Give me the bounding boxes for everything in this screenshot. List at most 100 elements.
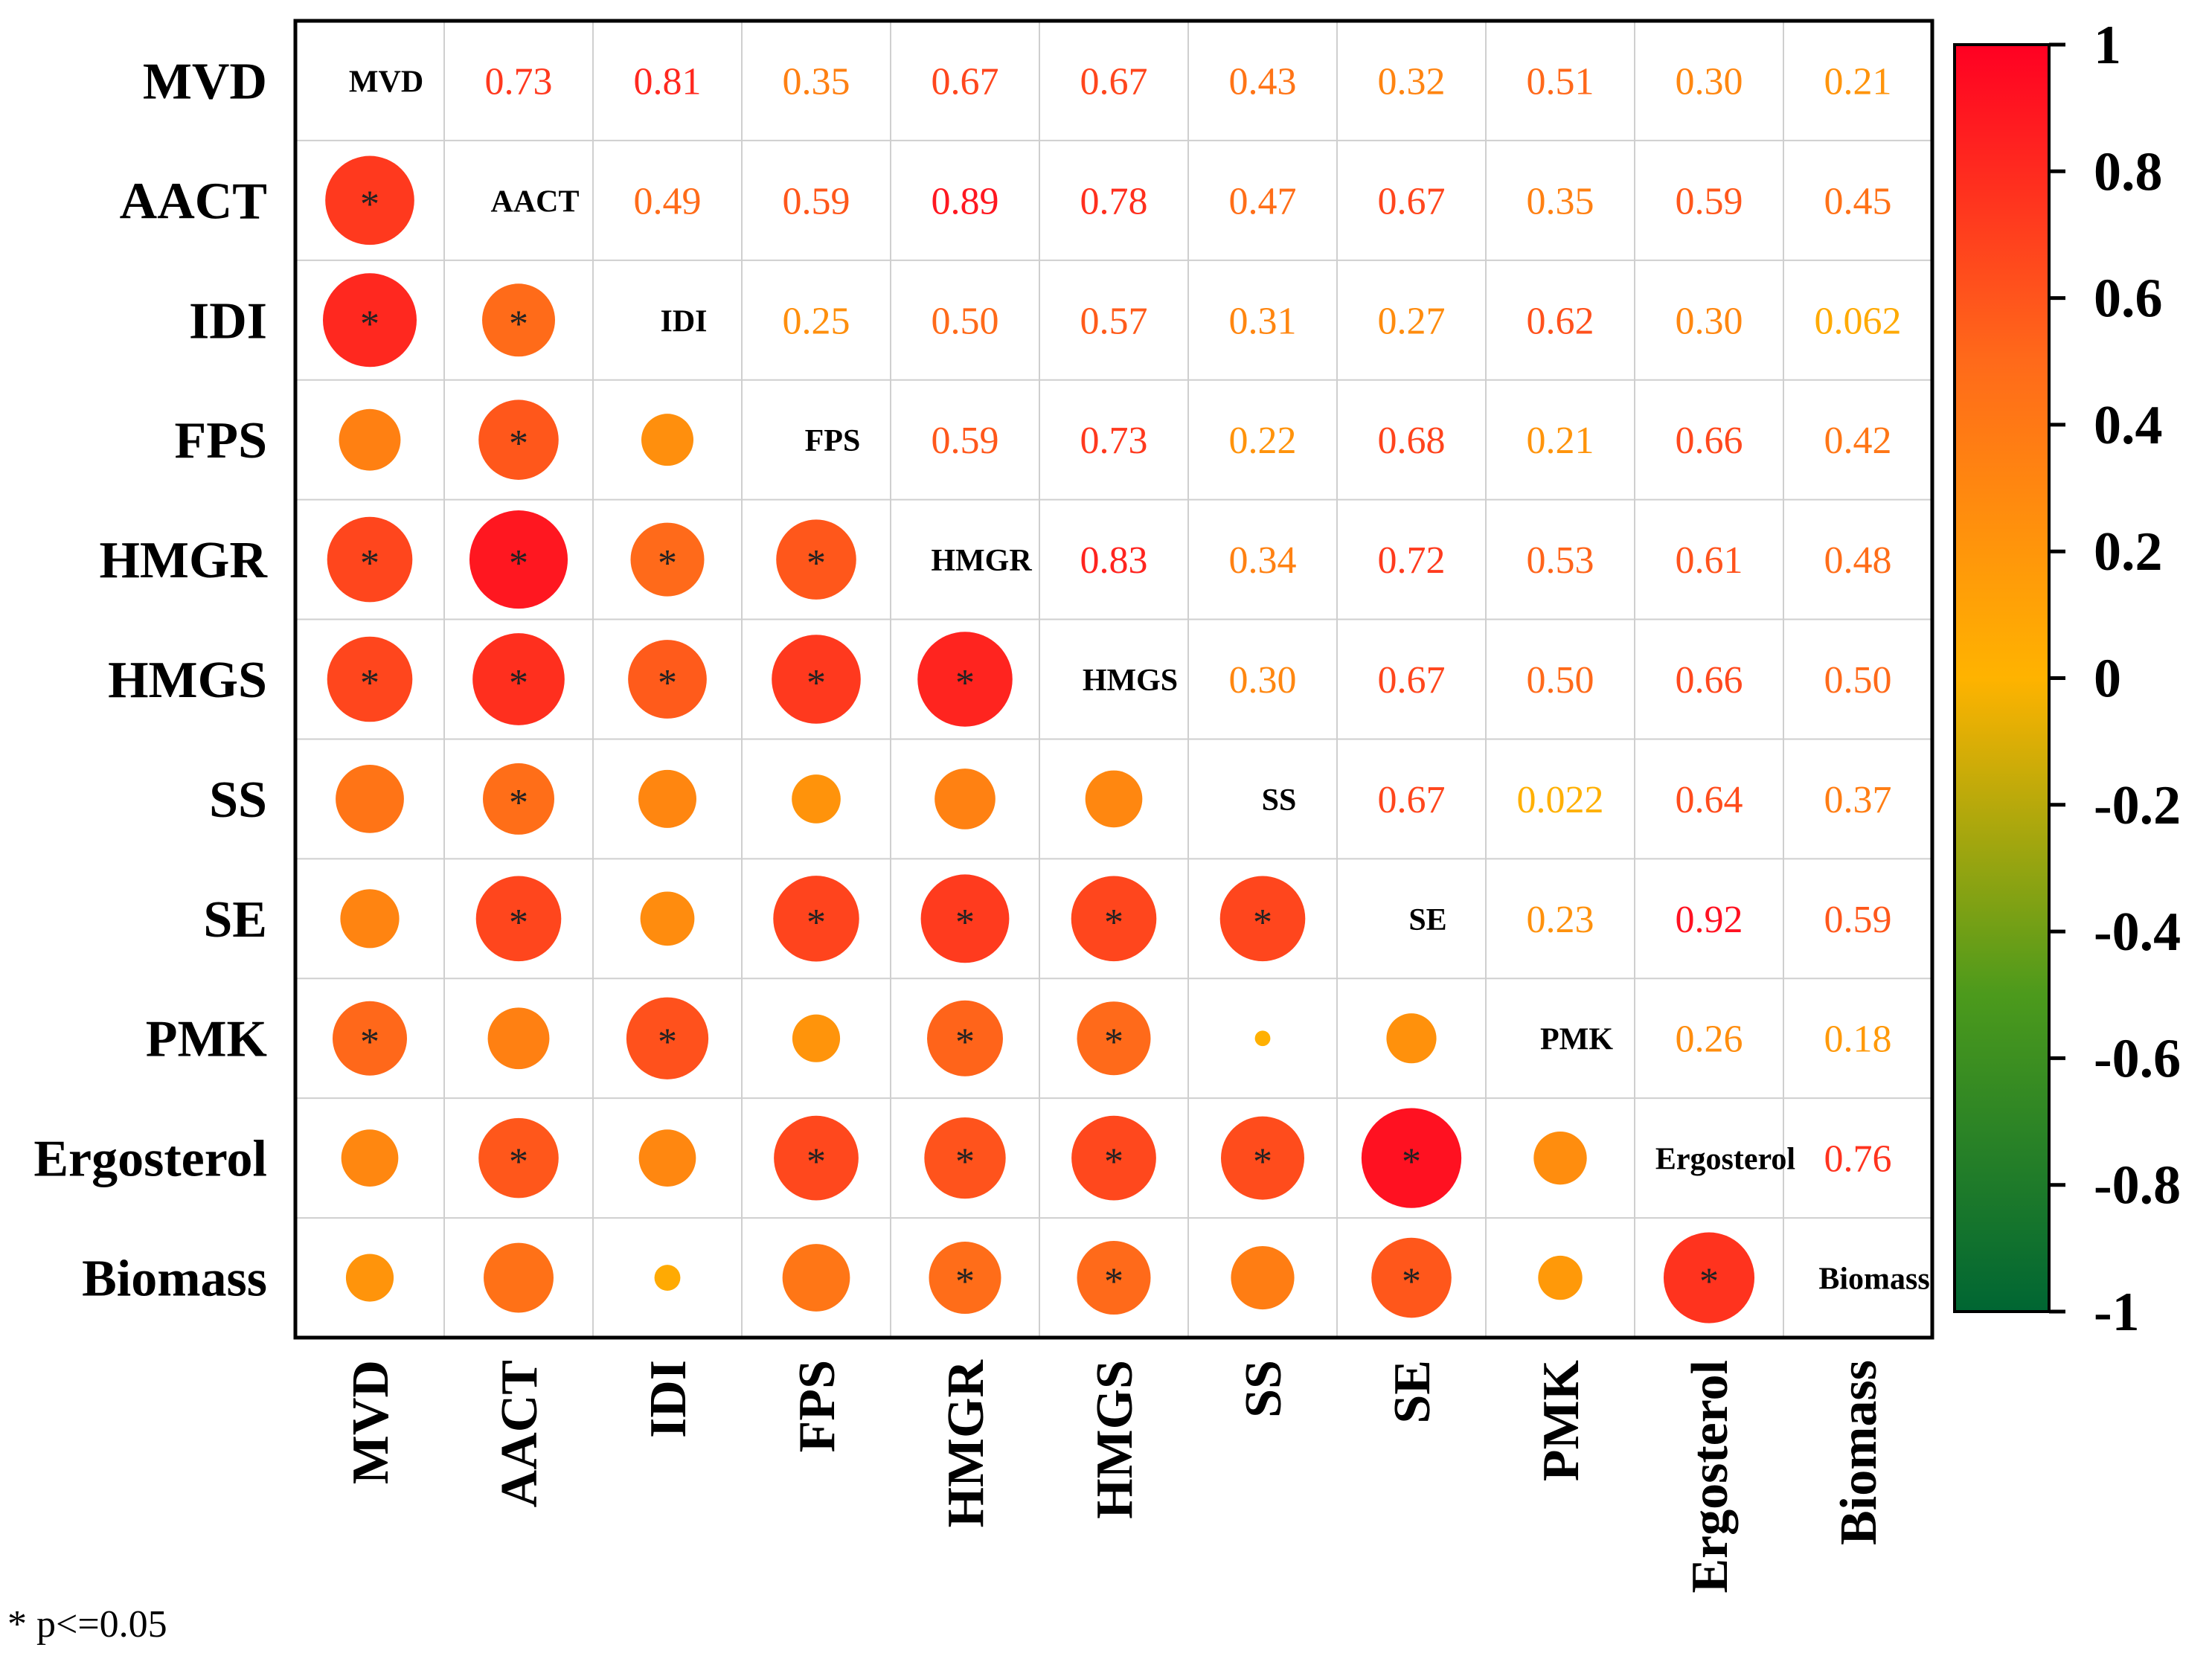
- significance-star: *: [360, 183, 379, 225]
- corr-value-IDI-Biomass: 0.062: [1815, 300, 1902, 342]
- corr-value-IDI-HMGR: 0.50: [932, 300, 999, 342]
- corr-value-IDI-FPS: 0.25: [783, 300, 850, 342]
- significance-star: *: [1402, 1261, 1421, 1303]
- significance-star: *: [658, 662, 677, 705]
- corr-circle-PMK-FPS: [792, 1015, 840, 1062]
- row-label-SE: SE: [203, 891, 267, 949]
- diagonal-label-PMK: PMK: [1540, 1023, 1613, 1057]
- colorbar-tick-label: 0.4: [2094, 395, 2163, 456]
- significance-star: *: [955, 1021, 975, 1064]
- significance-star: *: [509, 902, 528, 944]
- corr-value-AACT-PMK: 0.35: [1527, 180, 1594, 222]
- colorbar-tick-label: -0.8: [2094, 1155, 2181, 1216]
- corr-value-FPS-HMGS: 0.73: [1080, 420, 1148, 462]
- diagonal-label-SS: SS: [1262, 783, 1297, 818]
- column-label-Ergosterol: Ergosterol: [1682, 1360, 1739, 1594]
- corr-value-IDI-SS: 0.31: [1229, 300, 1297, 342]
- corr-value-HMGS-Ergosterol: 0.66: [1676, 659, 1743, 702]
- corr-circle-FPS-MVD: [339, 409, 401, 471]
- diagonal-label-HMGR: HMGR: [931, 544, 1032, 578]
- significance-star: *: [1104, 1141, 1123, 1184]
- significance-star: *: [360, 542, 379, 585]
- significance-star: *: [807, 542, 826, 585]
- corr-circle-Biomass-AACT: [484, 1243, 554, 1313]
- correlation-chart: MVD 0.73 0.81 0.35 0.67 0.67 0.43 0.32 0.51 0.30 0…: [0, 0, 2212, 1659]
- corr-value-MVD-Ergosterol: 0.30: [1676, 60, 1743, 103]
- significance-star: *: [1253, 902, 1272, 944]
- corr-value-AACT-Ergosterol: 0.59: [1676, 180, 1743, 222]
- corr-value-SE-Biomass: 0.59: [1824, 899, 1892, 941]
- corr-value-MVD-HMGS: 0.67: [1080, 60, 1148, 103]
- corr-circle-SS-HMGS: [1086, 771, 1143, 828]
- corr-value-HMGR-Biomass: 0.48: [1824, 539, 1892, 582]
- row-label-PMK: PMK: [146, 1011, 267, 1068]
- significance-star: *: [360, 1021, 379, 1064]
- corr-value-AACT-SS: 0.47: [1229, 180, 1297, 222]
- column-label-AACT: AACT: [491, 1360, 548, 1507]
- significance-star: *: [955, 662, 975, 705]
- corr-circle-Ergosterol-MVD: [342, 1129, 399, 1187]
- corr-circle-SS-MVD: [336, 765, 404, 833]
- corr-value-MVD-SE: 0.32: [1378, 60, 1446, 103]
- row-label-FPS: FPS: [175, 412, 267, 469]
- corr-value-PMK-Biomass: 0.18: [1824, 1018, 1892, 1061]
- colorbar-tick-label: 1: [2094, 15, 2121, 76]
- significance-star: *: [1402, 1141, 1421, 1184]
- corr-value-IDI-HMGS: 0.57: [1080, 300, 1148, 342]
- corr-value-SS-Biomass: 0.37: [1824, 779, 1892, 821]
- corr-value-SE-PMK: 0.23: [1527, 899, 1594, 941]
- column-label-FPS: FPS: [789, 1360, 846, 1452]
- corr-circle-Biomass-FPS: [783, 1244, 850, 1312]
- corr-circle-SS-HMGR: [935, 768, 996, 830]
- column-label-MVD: MVD: [342, 1360, 400, 1484]
- corr-value-HMGS-PMK: 0.50: [1527, 659, 1594, 702]
- row-label-MVD: MVD: [143, 53, 267, 110]
- significance-star: *: [509, 1141, 528, 1184]
- significance-star: *: [1104, 902, 1123, 944]
- column-label-SE: SE: [1384, 1360, 1441, 1424]
- corr-value-IDI-PMK: 0.62: [1527, 300, 1594, 342]
- corr-value-HMGR-PMK: 0.53: [1527, 539, 1594, 582]
- row-labels: MVDAACTIDIFPSHMGRHMGSSSSEPMKErgosterolBi…: [33, 53, 268, 1307]
- corr-circle-Biomass-PMK: [1538, 1256, 1582, 1300]
- row-label-Ergosterol: Ergosterol: [33, 1131, 267, 1188]
- significance-star: *: [955, 902, 975, 944]
- row-label-SS: SS: [209, 771, 267, 829]
- corr-value-AACT-SE: 0.67: [1378, 180, 1446, 222]
- significance-star: *: [509, 423, 528, 465]
- corr-value-SS-PMK: 0.022: [1517, 779, 1604, 821]
- significance-star: *: [807, 902, 826, 944]
- significance-star: *: [509, 662, 528, 705]
- corr-value-AACT-HMGS: 0.78: [1080, 180, 1148, 222]
- significance-star: *: [1253, 1141, 1272, 1184]
- corr-value-Ergosterol-Biomass: 0.76: [1824, 1138, 1892, 1181]
- corr-value-FPS-Ergosterol: 0.66: [1676, 420, 1743, 462]
- column-labels: MVD AACT IDI FPS HMGR HMGS SS SE PMK Ergosterol Bi…: [342, 1359, 1888, 1594]
- corr-circle-PMK-SE: [1386, 1013, 1436, 1063]
- colorbar-tick-label: -0.6: [2094, 1028, 2181, 1089]
- corr-value-AACT-Biomass: 0.45: [1824, 180, 1892, 222]
- colorbar: 1 0.8 0.6 0.4 0.2 0 -0.2 -0.4 -0.6 -0.8 -1: [1955, 15, 2181, 1343]
- significance-star: *: [509, 542, 528, 585]
- significance-star: *: [360, 662, 379, 705]
- significance-footnote: * p<=0.05: [7, 1603, 167, 1646]
- corr-value-FPS-Biomass: 0.42: [1824, 420, 1892, 462]
- corr-value-IDI-Ergosterol: 0.30: [1676, 300, 1743, 342]
- column-label-SS: SS: [1235, 1360, 1292, 1418]
- significance-star: *: [1104, 1021, 1123, 1064]
- corr-value-FPS-HMGR: 0.59: [932, 420, 999, 462]
- significance-star: *: [658, 542, 677, 585]
- colorbar-tick-label: 0.2: [2094, 522, 2163, 583]
- row-label-Biomass: Biomass: [82, 1251, 267, 1308]
- corr-value-AACT-HMGR: 0.89: [932, 180, 999, 222]
- corr-circle-PMK-AACT: [488, 1007, 550, 1069]
- row-label-HMGR: HMGR: [99, 532, 268, 589]
- diagonal-label-SE: SE: [1408, 903, 1446, 937]
- corr-value-FPS-SE: 0.68: [1378, 420, 1446, 462]
- significance-star: *: [807, 1141, 826, 1184]
- colorbar-tick-label: 0.8: [2094, 141, 2163, 202]
- significance-star: *: [509, 782, 528, 824]
- column-label-HMGS: HMGS: [1086, 1360, 1144, 1519]
- significance-star: *: [1699, 1261, 1719, 1303]
- corr-value-AACT-FPS: 0.59: [783, 180, 850, 222]
